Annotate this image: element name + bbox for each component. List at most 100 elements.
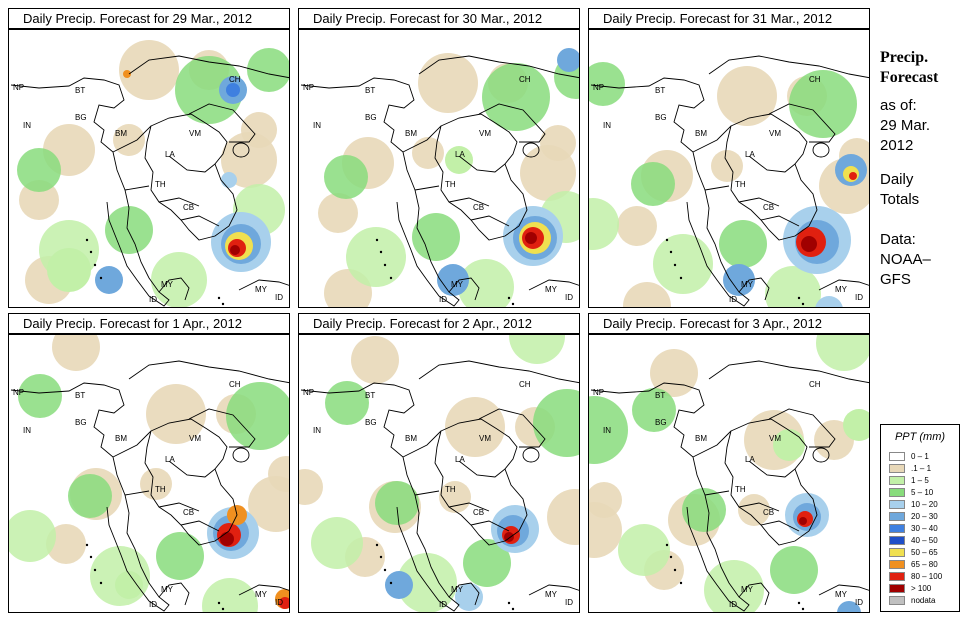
country-label: CH bbox=[809, 380, 821, 389]
country-label: ID bbox=[855, 598, 863, 607]
legend-swatch bbox=[889, 464, 905, 473]
legend-label: 80 – 100 bbox=[911, 572, 943, 581]
moderate-precip-area bbox=[375, 481, 419, 525]
island bbox=[85, 543, 89, 547]
island bbox=[85, 238, 89, 242]
country-label: CH bbox=[229, 380, 241, 389]
legend-swatch bbox=[889, 548, 905, 557]
coastline bbox=[10, 382, 170, 612]
island bbox=[797, 296, 801, 300]
light-precip-area bbox=[547, 489, 579, 545]
light-precip-area bbox=[19, 180, 59, 220]
country-label: BG bbox=[365, 418, 377, 427]
heavy-precip-area bbox=[837, 601, 861, 612]
heavy-precip-area bbox=[525, 232, 537, 244]
island bbox=[797, 601, 801, 605]
country-label: BT bbox=[655, 86, 665, 95]
moderate-precip-area bbox=[412, 213, 460, 261]
island bbox=[99, 276, 103, 280]
island bbox=[665, 238, 669, 242]
light-precip-area bbox=[617, 206, 657, 246]
heading-line: Forecast bbox=[880, 69, 939, 86]
island bbox=[217, 296, 221, 300]
moderate-precip-area bbox=[618, 524, 670, 576]
legend-item: 40 – 50 bbox=[889, 535, 938, 546]
moderate-precip-area bbox=[156, 532, 204, 580]
country-label: MY bbox=[835, 285, 848, 294]
country-label: ID bbox=[439, 295, 447, 304]
legend-swatch bbox=[889, 476, 905, 485]
island bbox=[669, 250, 673, 254]
country-label: TH bbox=[445, 180, 456, 189]
heavy-precip-area bbox=[385, 571, 413, 599]
light-precip-area bbox=[738, 494, 770, 526]
coastline bbox=[738, 582, 869, 606]
country-label: NP bbox=[303, 83, 314, 92]
country-label: LA bbox=[165, 150, 175, 159]
light-precip-area bbox=[711, 150, 743, 182]
country-label: VM bbox=[769, 129, 781, 138]
asof-line: 2012 bbox=[880, 137, 914, 154]
moderate-precip-area bbox=[719, 220, 767, 268]
country-label: LA bbox=[455, 150, 465, 159]
island bbox=[221, 607, 225, 611]
island bbox=[93, 263, 97, 267]
country-label: CH bbox=[229, 75, 241, 84]
country-label: MY bbox=[741, 585, 754, 594]
island bbox=[89, 555, 93, 559]
map-svg: NP BT BG IN BM CH VM LA TH CB MY ID MY ID bbox=[299, 335, 579, 612]
country-label: TH bbox=[155, 485, 166, 494]
coastline bbox=[128, 55, 289, 143]
moderate-precip-area bbox=[397, 553, 457, 612]
country-outline bbox=[724, 418, 818, 546]
heavy-precip-area bbox=[801, 236, 817, 252]
light-precip-area bbox=[623, 282, 671, 307]
country-label: MY bbox=[255, 285, 268, 294]
legend-label: .1 – 1 bbox=[911, 464, 932, 473]
country-label: BM bbox=[695, 434, 707, 443]
country-label: CB bbox=[473, 508, 484, 517]
moderate-precip-area bbox=[589, 62, 625, 106]
country-label: NP bbox=[13, 83, 24, 92]
map-svg: NP BT BG IN BM CH VM LA TH CB MY ID MY ID bbox=[300, 48, 579, 307]
country-label: BG bbox=[365, 113, 377, 122]
light-precip-area bbox=[52, 335, 100, 371]
precip-map: NP BT BG IN BM CH VM LA TH CB MY ID MY ID bbox=[8, 29, 290, 308]
country-label: CH bbox=[519, 380, 531, 389]
data-line: GFS bbox=[880, 271, 911, 288]
light-precip-area bbox=[717, 66, 777, 126]
moderate-precip-area bbox=[325, 381, 369, 425]
country-label: LA bbox=[165, 455, 175, 464]
country-label: CB bbox=[183, 203, 194, 212]
moderate-precip-area bbox=[589, 396, 628, 464]
moderate-precip-area bbox=[202, 578, 258, 612]
legend-label: 40 – 50 bbox=[911, 536, 938, 545]
light-precip-area bbox=[146, 384, 206, 444]
light-precip-area bbox=[318, 193, 358, 233]
coastline bbox=[448, 277, 579, 301]
panel-title: Daily Precip. Forecast for 29 Mar., 2012 bbox=[8, 8, 290, 29]
island bbox=[93, 568, 97, 572]
country-label: IN bbox=[313, 426, 321, 435]
country-label: BT bbox=[365, 86, 375, 95]
heavy-precip-area bbox=[47, 248, 91, 292]
panel-title: Daily Precip. Forecast for 1 Apr., 2012 bbox=[8, 313, 290, 334]
country-outline bbox=[522, 142, 540, 158]
island bbox=[801, 302, 805, 306]
light-precip-area bbox=[241, 112, 277, 148]
moderate-precip-area bbox=[533, 389, 579, 457]
precip-map: NP BT BG IN BM CH VM LA TH CB MY ID MY ID bbox=[8, 334, 290, 613]
legend-item: nodata bbox=[889, 595, 935, 606]
island bbox=[217, 601, 221, 605]
country-label: NP bbox=[593, 83, 604, 92]
coastline bbox=[448, 582, 579, 606]
map-svg: NP BT BG IN BM CH VM LA TH CB MY ID MY ID bbox=[589, 335, 869, 612]
country-label: VM bbox=[479, 129, 491, 138]
country-label: BG bbox=[75, 418, 87, 427]
coastline bbox=[738, 277, 869, 301]
heavy-precip-area bbox=[95, 266, 123, 294]
legend-label: 1 – 5 bbox=[911, 476, 929, 485]
heavy-precip-area bbox=[115, 571, 143, 599]
legend-title: PPT (mm) bbox=[894, 431, 946, 443]
side-asof: as of: 29 Mar. 2012 bbox=[880, 96, 964, 156]
